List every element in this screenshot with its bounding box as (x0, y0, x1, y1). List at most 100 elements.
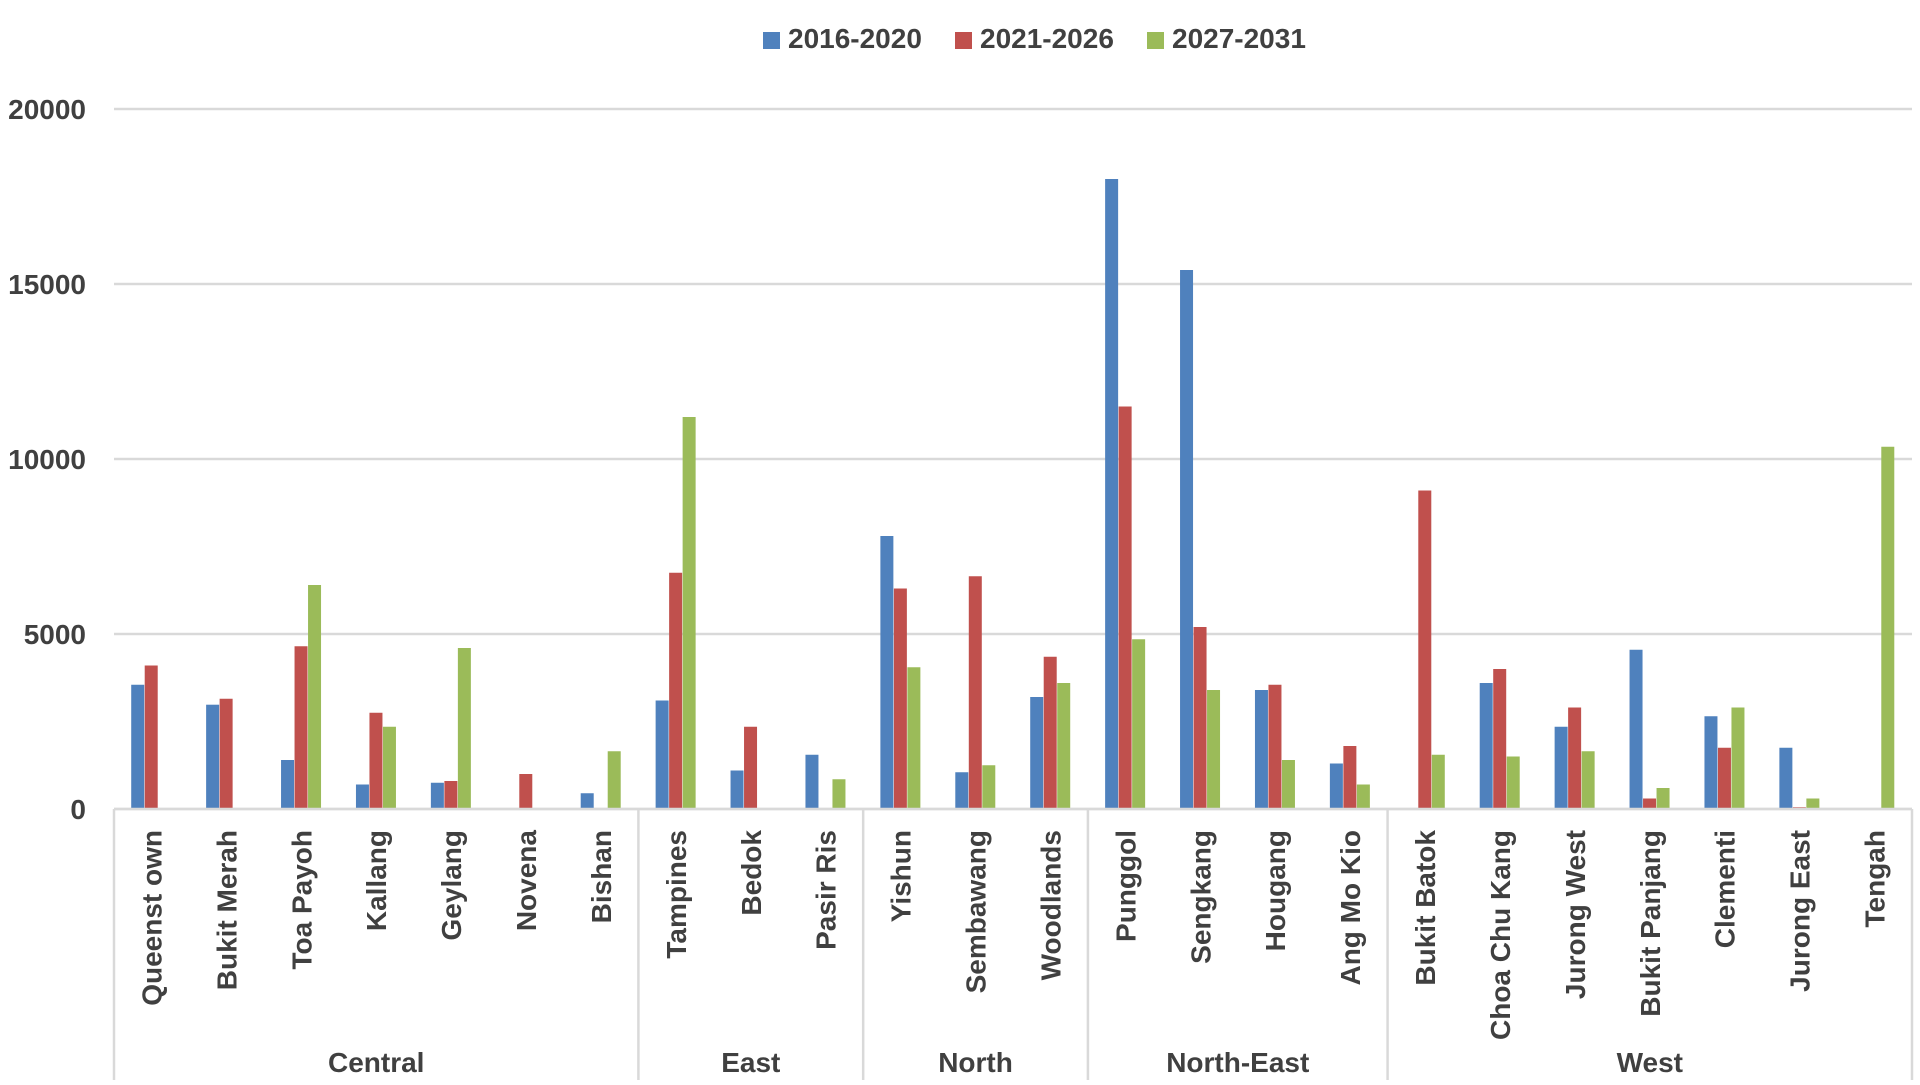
bar-2027-2031-ang-mo-kio (1356, 784, 1370, 809)
bar-2021-2026-bukit-panjang (1643, 798, 1657, 809)
bar-2021-2026-choa-chu-kang (1493, 669, 1507, 809)
bar-2016-2020-punggol (1105, 179, 1119, 809)
bar-2016-2020-choa-chu-kang (1479, 683, 1493, 809)
bar-2016-2020-bedok (730, 770, 744, 809)
x-category-label: Geylang (436, 830, 467, 940)
bar-2016-2020-ang-mo-kio (1329, 763, 1343, 809)
bar-2016-2020-queenstown (131, 684, 145, 809)
x-category-label: Woodlands (1035, 830, 1066, 980)
bar-2021-2026-sengkang (1193, 627, 1207, 809)
bar-2027-2031-toa-payoh (308, 585, 322, 809)
bar-2016-2020-sengkang (1180, 270, 1194, 809)
legend-swatch (1147, 32, 1164, 49)
x-category-label: Tampines (661, 830, 692, 959)
bar-2027-2031-jurong-west (1581, 751, 1595, 809)
x-category-label: Choa Chu Kang (1485, 830, 1516, 1040)
bar-2027-2031-pasir-ris (832, 779, 846, 809)
bar-2021-2026-sembawang (968, 576, 982, 809)
x-category-label: Clementi (1710, 830, 1741, 948)
bar-2016-2020-woodlands (1030, 697, 1044, 809)
bar-2027-2031-geylang (457, 648, 471, 809)
bar-2016-2020-tampines (655, 700, 669, 809)
y-tick-label: 10000 (8, 444, 86, 475)
x-category-label: Toa Payoh (286, 830, 317, 970)
bar-2016-2020-yishun (880, 536, 894, 809)
x-category-label: Punggol (1110, 830, 1141, 942)
bar-2016-2020-bukit-panjang (1629, 649, 1643, 809)
y-tick-label: 0 (70, 794, 86, 825)
bar-2027-2031-yishun (907, 667, 921, 809)
legend-label: 2016-2020 (788, 23, 922, 54)
bar-2027-2031-sengkang (1207, 690, 1221, 809)
bar-2027-2031-bukit-panjang (1656, 788, 1670, 809)
x-category-label: Hougang (1260, 830, 1291, 951)
bar-2016-2020-kallang (355, 784, 369, 809)
bar-2021-2026-bedok (744, 726, 758, 809)
bars (131, 179, 1895, 809)
bar-2021-2026-woodlands (1043, 656, 1057, 809)
x-category-label: Ang Mo Kio (1335, 830, 1366, 986)
bar-2021-2026-novena (519, 774, 533, 809)
legend-label: 2027-2031 (1172, 23, 1306, 54)
bar-2027-2031-choa-chu-kang (1506, 756, 1520, 809)
bar-2027-2031-sembawang (982, 765, 996, 809)
bar-2021-2026-tampines (669, 572, 683, 809)
x-category-label: Jurong West (1560, 830, 1591, 999)
bar-2027-2031-hougang (1281, 760, 1295, 809)
bar-2021-2026-kallang (369, 712, 383, 809)
legend-label: 2021-2026 (980, 23, 1114, 54)
y-axis: 0 5000 10000 15000 20000 (8, 94, 86, 825)
legend-swatch (955, 32, 972, 49)
x-category-label: Tengah (1860, 830, 1891, 927)
bar-2016-2020-bukit-merah (206, 704, 220, 809)
bar-2027-2031-tampines (682, 417, 696, 809)
x-group-label: Central (328, 1047, 424, 1078)
bar-2021-2026-toa-payoh (294, 646, 308, 809)
bar-2016-2020-geylang (430, 782, 444, 809)
y-tick-label: 5000 (24, 619, 86, 650)
x-group-label: North-East (1166, 1047, 1309, 1078)
bar-2021-2026-hougang (1268, 684, 1282, 809)
legend-swatch (763, 32, 780, 49)
bar-2027-2031-woodlands (1057, 683, 1071, 809)
y-tick-label: 20000 (8, 94, 86, 125)
bar-2021-2026-queenstown (144, 665, 158, 809)
bar-2021-2026-jurong-west (1568, 707, 1582, 809)
x-axis: Queenst own Bukit Merah Toa Payoh Kallang Ge… (112, 807, 1914, 1080)
bar-2027-2031-jurong-east (1806, 798, 1820, 809)
legend: 2016-2020 2021-2026 2027-2031 (763, 23, 1306, 54)
x-category-label: Bishan (586, 830, 617, 923)
x-category-label: Novena (511, 830, 542, 932)
bar-2021-2026-bukit-merah (219, 698, 233, 809)
bar-2016-2020-clementi (1704, 716, 1718, 809)
x-group-label: West (1617, 1047, 1683, 1078)
bar-2021-2026-punggol (1118, 406, 1132, 809)
x-category-label: Sembawang (961, 830, 992, 993)
x-category-label: Queenst own (136, 830, 167, 1006)
bar-2016-2020-toa-payoh (281, 760, 295, 809)
bar-2021-2026-geylang (444, 781, 458, 809)
bar-2021-2026-ang-mo-kio (1343, 746, 1357, 809)
x-category-label: Jurong East (1785, 830, 1816, 992)
bar-2016-2020-bishan (580, 793, 594, 809)
bar-2021-2026-bukit-batok (1418, 490, 1432, 809)
x-category-label: Yishun (886, 830, 917, 922)
bar-2016-2020-hougang (1254, 690, 1268, 809)
x-category-label: Bukit Batok (1410, 830, 1441, 986)
x-group-label: North (938, 1047, 1013, 1078)
bar-2016-2020-sembawang (955, 772, 969, 809)
bar-2021-2026-yishun (893, 588, 907, 809)
bar-2016-2020-pasir-ris (805, 754, 819, 809)
x-category-label: Bukit Panjang (1635, 830, 1666, 1017)
bar-2027-2031-bishan (607, 751, 621, 809)
bar-2021-2026-clementi (1717, 747, 1731, 809)
bar-2016-2020-jurong-east (1779, 747, 1793, 809)
y-tick-label: 15000 (8, 269, 86, 300)
x-category-label: Kallang (361, 830, 392, 931)
x-category-label: Pasir Ris (811, 830, 842, 950)
bar-2016-2020-jurong-west (1554, 726, 1568, 809)
x-group-label: East (721, 1047, 780, 1078)
x-category-label: Sengkang (1185, 830, 1216, 964)
bar-2027-2031-tengah (1881, 446, 1895, 809)
